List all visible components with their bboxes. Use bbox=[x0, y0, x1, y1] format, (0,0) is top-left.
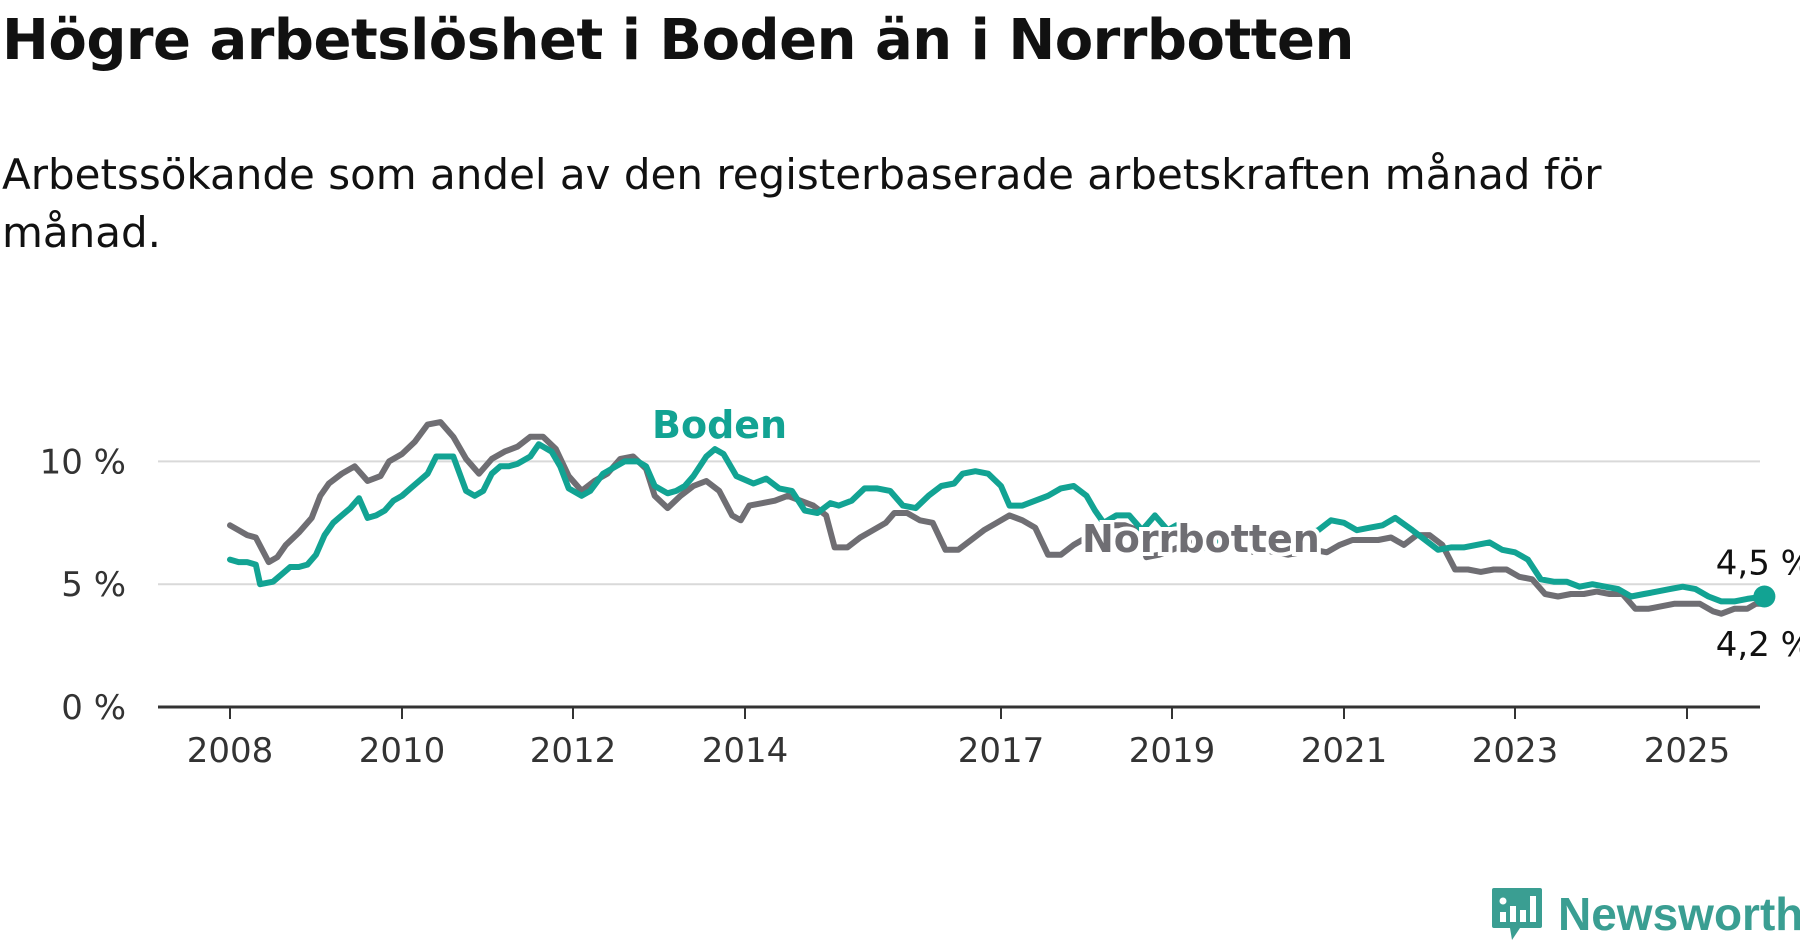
y-axis-ticks: 0 % 5 % 10 % bbox=[40, 442, 126, 728]
end-value-label-norrbotten: 4,2 % bbox=[1716, 625, 1800, 665]
x-tick-label: 2014 bbox=[702, 731, 789, 771]
brand-name: Newsworthy bbox=[1558, 888, 1800, 940]
x-tick-label: 2023 bbox=[1472, 731, 1559, 771]
x-tick-label: 2019 bbox=[1129, 731, 1216, 771]
y-tick-label: 10 % bbox=[40, 442, 126, 482]
x-tick-label: 2021 bbox=[1301, 731, 1388, 771]
series-labels: Boden Norrbotten 4,5 % 4,2 % bbox=[648, 399, 1800, 665]
newsworthy-logo-icon bbox=[1492, 888, 1542, 940]
chart-title: Högre arbetslöshet i Boden än i Norrbott… bbox=[2, 8, 1354, 73]
series-label-boden: Boden bbox=[652, 403, 787, 447]
series-label-norrbotten: Norrbotten bbox=[1082, 517, 1320, 561]
boden-end-marker bbox=[1753, 585, 1776, 608]
y-tick-label: 5 % bbox=[61, 565, 126, 605]
end-value-label-boden: 4,5 % bbox=[1716, 543, 1800, 583]
x-tick-label: 2012 bbox=[530, 731, 617, 771]
x-tick-label: 2025 bbox=[1644, 731, 1731, 771]
x-tick-label: 2010 bbox=[359, 731, 446, 771]
x-tick-label: 2008 bbox=[187, 731, 274, 771]
series-line-boden bbox=[227, 441, 1768, 605]
series-lines bbox=[227, 419, 1776, 617]
series-line-norrbotten bbox=[227, 419, 1768, 617]
y-tick-label: 0 % bbox=[61, 688, 126, 728]
x-tick-label: 2017 bbox=[958, 731, 1045, 771]
x-axis: 2008 2010 2012 2014 2017 2019 2021 2023 2025 bbox=[158, 705, 1760, 771]
newsworthy-brand: Newsworthy bbox=[1490, 886, 1800, 942]
gridlines bbox=[158, 460, 1760, 586]
chart-subtitle: Arbetssökande som andel av den registerb… bbox=[2, 150, 1602, 257]
